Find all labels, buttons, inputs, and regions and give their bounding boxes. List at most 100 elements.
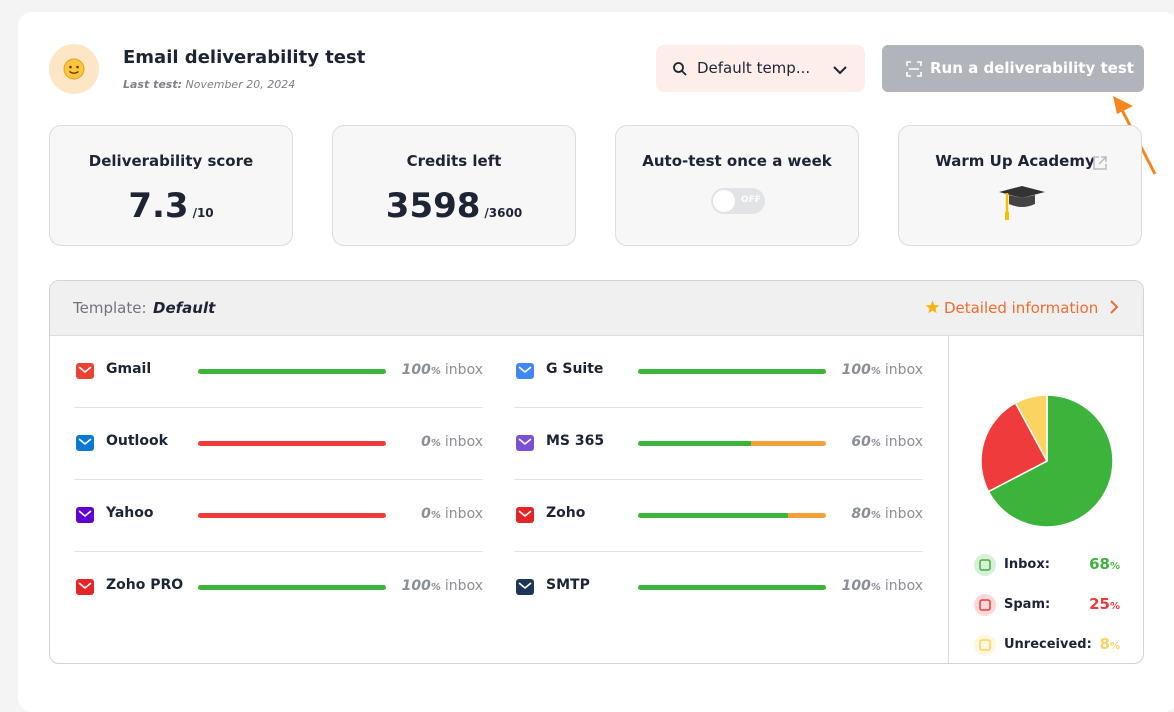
percent-value: 100 <box>401 578 431 594</box>
percent-unit: % <box>870 510 881 521</box>
page: {"header": {"title": "Email deliverabili… <box>18 12 1174 712</box>
stat-value-row: 7.3/10 <box>50 186 292 226</box>
provider-percent: 60% inbox <box>803 434 923 450</box>
details-link[interactable]: Detailed information <box>925 299 1119 317</box>
row-separator <box>74 551 483 552</box>
provider-name: SMTP <box>546 577 590 593</box>
percent-status: inbox <box>884 578 923 594</box>
search-icon <box>673 62 687 76</box>
academy-card[interactable]: Warm Up Academy <box>898 125 1142 246</box>
autotest-card: Auto-test once a week OFF <box>615 125 859 246</box>
percent-status: inbox <box>444 362 483 378</box>
legend-value: 25% <box>1060 595 1120 613</box>
bar-segment-inbox <box>638 513 789 518</box>
progress-bar <box>198 441 386 446</box>
percent-status: inbox <box>444 506 483 522</box>
bar-segment-inbox <box>638 585 826 590</box>
bar-segment-unreceived <box>750 441 826 446</box>
graduation-cap-icon <box>999 186 1045 220</box>
progress-bar <box>638 369 826 374</box>
stat-label: Auto-test once a week <box>642 152 832 170</box>
page-title: Email deliverability test <box>123 47 366 68</box>
row-separator <box>514 407 923 408</box>
percent-unit: % <box>430 582 441 593</box>
last-test: Last test: November 20, 2024 <box>123 78 295 91</box>
provider-icon <box>514 433 536 453</box>
row-separator <box>514 479 923 480</box>
percent-value: 60 <box>851 434 871 450</box>
percent-unit: % <box>870 582 881 593</box>
progress-bar <box>198 585 386 590</box>
provider-name: Gmail <box>106 361 152 377</box>
details-link-text: Detailed information <box>943 299 1099 317</box>
legend-icon <box>974 634 996 656</box>
provider-name: MS 365 <box>546 433 605 449</box>
results-panel: Template: Default Detailed information G… <box>49 280 1144 664</box>
legend-value: 68% <box>1060 555 1120 573</box>
legend-icon <box>974 554 996 576</box>
provider-percent: 100% inbox <box>803 362 923 378</box>
provider-percent: 80% inbox <box>803 506 923 522</box>
template-select-text: Default temp... <box>697 59 811 77</box>
percent-status: inbox <box>444 578 483 594</box>
legend-glyph <box>979 639 991 651</box>
provider-icon <box>514 577 536 597</box>
legend-glyph <box>979 559 991 571</box>
star-icon <box>925 300 940 314</box>
percent-status: inbox <box>884 434 923 450</box>
provider-name: Zoho <box>546 505 586 521</box>
bar-segment-unreceived <box>788 513 826 518</box>
progress-bar <box>638 513 826 518</box>
percent-status: inbox <box>884 506 923 522</box>
provider-icon <box>74 505 96 525</box>
percent-value: 100 <box>841 362 871 378</box>
percent-value: 0 <box>421 434 431 450</box>
bar-segment-inbox <box>638 441 751 446</box>
stat-suffix: /10 <box>192 206 214 220</box>
provider-icon <box>74 433 96 453</box>
legend-unit: % <box>1109 641 1120 652</box>
percent-unit: % <box>870 438 881 449</box>
bar-segment-spam <box>198 441 386 446</box>
stat-label: Warm Up Academy <box>935 152 1095 170</box>
run-test-button[interactable]: Run a deliverability test <box>882 45 1144 92</box>
percent-unit: % <box>430 366 441 377</box>
pie-slice <box>980 401 1049 493</box>
bar-segment-inbox <box>198 585 386 590</box>
pie-slice <box>1014 394 1048 462</box>
legend-icon <box>974 594 996 616</box>
toggle-knob <box>713 190 735 212</box>
bar-segment-inbox <box>638 369 826 374</box>
progress-bar <box>198 513 386 518</box>
logo <box>516 579 534 595</box>
template-label: Template: <box>73 299 147 317</box>
score-card: Deliverability score 7.3/10 <box>49 125 293 246</box>
row-separator <box>74 479 483 480</box>
percent-value: 80 <box>851 506 871 522</box>
legend-label: Unreceived: <box>1004 637 1092 652</box>
provider-percent: 0% inbox <box>363 434 483 450</box>
pie-slice <box>987 394 1114 528</box>
template-name: Default <box>153 299 216 317</box>
provider-name: Yahoo <box>106 505 154 521</box>
legend-label: Inbox: <box>1004 557 1050 572</box>
external-link-icon <box>1093 156 1107 170</box>
provider-icon <box>74 577 96 597</box>
logo <box>516 435 534 451</box>
template-select[interactable]: Default temp... <box>656 45 865 92</box>
progress-bar <box>638 585 826 590</box>
legend-number: 68 <box>1089 555 1110 573</box>
last-test-label: Last test: <box>123 78 182 91</box>
emoji-icon <box>63 58 85 80</box>
percent-unit: % <box>430 438 441 449</box>
percent-unit: % <box>430 510 441 521</box>
provider-percent: 100% inbox <box>803 578 923 594</box>
avatar <box>49 44 99 94</box>
run-test-text: Run a deliverability test <box>930 59 1134 77</box>
toggle[interactable]: OFF <box>711 188 765 214</box>
provider-name: Outlook <box>106 433 168 449</box>
legend-value: 8% <box>1060 635 1120 653</box>
percent-value: 0 <box>421 506 431 522</box>
provider-icon <box>514 361 536 381</box>
legend-glyph <box>979 599 991 611</box>
